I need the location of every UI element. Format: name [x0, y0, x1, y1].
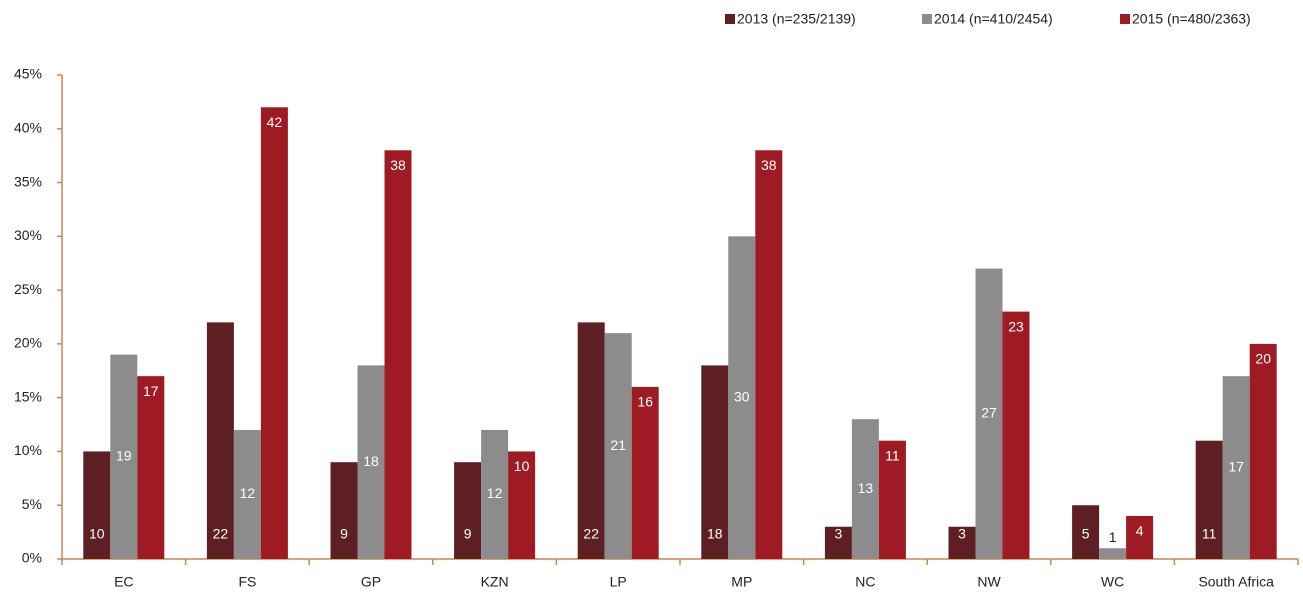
- bar: [1249, 343, 1277, 559]
- bar: [508, 451, 536, 559]
- y-tick-label: 15%: [14, 388, 42, 404]
- x-tick-label: EC: [114, 574, 133, 590]
- bar: [1002, 311, 1030, 559]
- bar: [83, 451, 111, 559]
- value-label: 13: [858, 480, 874, 496]
- value-label: 3: [835, 526, 843, 542]
- bar: [631, 386, 659, 559]
- value-label: 42: [267, 114, 283, 130]
- value-label: 5: [1082, 526, 1090, 542]
- y-tick-label: 20%: [14, 335, 42, 351]
- legend-label: 2015 (n=480/2363): [1132, 11, 1251, 27]
- bar: [137, 376, 165, 559]
- bar: [357, 365, 385, 559]
- bar: [330, 462, 358, 559]
- y-tick-label: 40%: [14, 119, 42, 135]
- bar: [824, 526, 852, 559]
- value-label: 11: [1202, 526, 1217, 542]
- y-tick-label: 10%: [14, 442, 42, 458]
- y-tick-label: 25%: [14, 281, 42, 297]
- bar: [975, 268, 1003, 559]
- bar: [851, 419, 879, 559]
- value-label: 16: [637, 394, 653, 410]
- bar: [110, 354, 138, 559]
- bar: [577, 322, 605, 559]
- value-label: 1: [1109, 529, 1117, 545]
- value-label: 10: [514, 458, 530, 474]
- y-tick-label: 0%: [22, 550, 42, 566]
- bar: [206, 322, 234, 559]
- value-label: 27: [981, 405, 997, 421]
- value-label: 3: [958, 526, 966, 542]
- value-label: 18: [363, 453, 379, 469]
- bar: [878, 440, 906, 559]
- bar: [728, 236, 756, 560]
- bar: [755, 150, 783, 560]
- value-label: 17: [1228, 458, 1244, 474]
- value-label: 10: [89, 526, 105, 542]
- x-tick-label: South Africa: [1198, 574, 1274, 590]
- value-label: 4: [1136, 523, 1144, 539]
- x-tick-label: MP: [731, 574, 752, 590]
- legend-label: 2014 (n=410/2454): [934, 11, 1053, 27]
- value-label: 38: [761, 157, 777, 173]
- y-tick-label: 30%: [14, 227, 42, 243]
- value-label: 38: [390, 157, 406, 173]
- y-tick-label: 45%: [14, 66, 42, 82]
- bar: [384, 150, 412, 560]
- x-tick-label: KZN: [481, 574, 509, 590]
- bar: [454, 462, 482, 559]
- x-tick-label: NC: [855, 574, 875, 590]
- bar: [1195, 440, 1223, 559]
- bar: [260, 107, 288, 560]
- bar: [1072, 505, 1100, 559]
- value-label: 18: [707, 526, 723, 542]
- value-label: 20: [1255, 351, 1271, 367]
- x-tick-label: WC: [1101, 574, 1124, 590]
- value-label: 21: [610, 437, 626, 453]
- bar: [1222, 376, 1250, 559]
- value-label: 23: [1008, 318, 1024, 334]
- value-label: 9: [464, 526, 472, 542]
- bar: [233, 429, 261, 559]
- value-label: 12: [240, 485, 256, 501]
- x-tick-label: NW: [977, 574, 1001, 590]
- bar: [1126, 515, 1154, 559]
- value-label: 30: [734, 388, 750, 404]
- y-tick-label: 5%: [22, 496, 42, 512]
- x-tick-label: FS: [238, 574, 256, 590]
- bar: [948, 526, 976, 559]
- bar: [701, 365, 729, 559]
- y-tick-label: 35%: [14, 173, 42, 189]
- value-label: 9: [340, 526, 348, 542]
- x-tick-label: GP: [361, 574, 381, 590]
- x-tick-label: LP: [610, 574, 627, 590]
- value-label: 22: [213, 526, 229, 542]
- value-label: 11: [885, 447, 900, 463]
- bar: [481, 429, 509, 559]
- value-label: 19: [116, 448, 132, 464]
- legend-label: 2013 (n=235/2139): [737, 11, 856, 27]
- legend-swatch: [922, 14, 932, 24]
- value-label: 17: [143, 383, 159, 399]
- legend-swatch: [1120, 14, 1130, 24]
- bar: [1099, 548, 1127, 559]
- value-label: 12: [487, 485, 503, 501]
- bar: [604, 333, 632, 559]
- value-label: 22: [583, 526, 599, 542]
- legend-swatch: [725, 14, 735, 24]
